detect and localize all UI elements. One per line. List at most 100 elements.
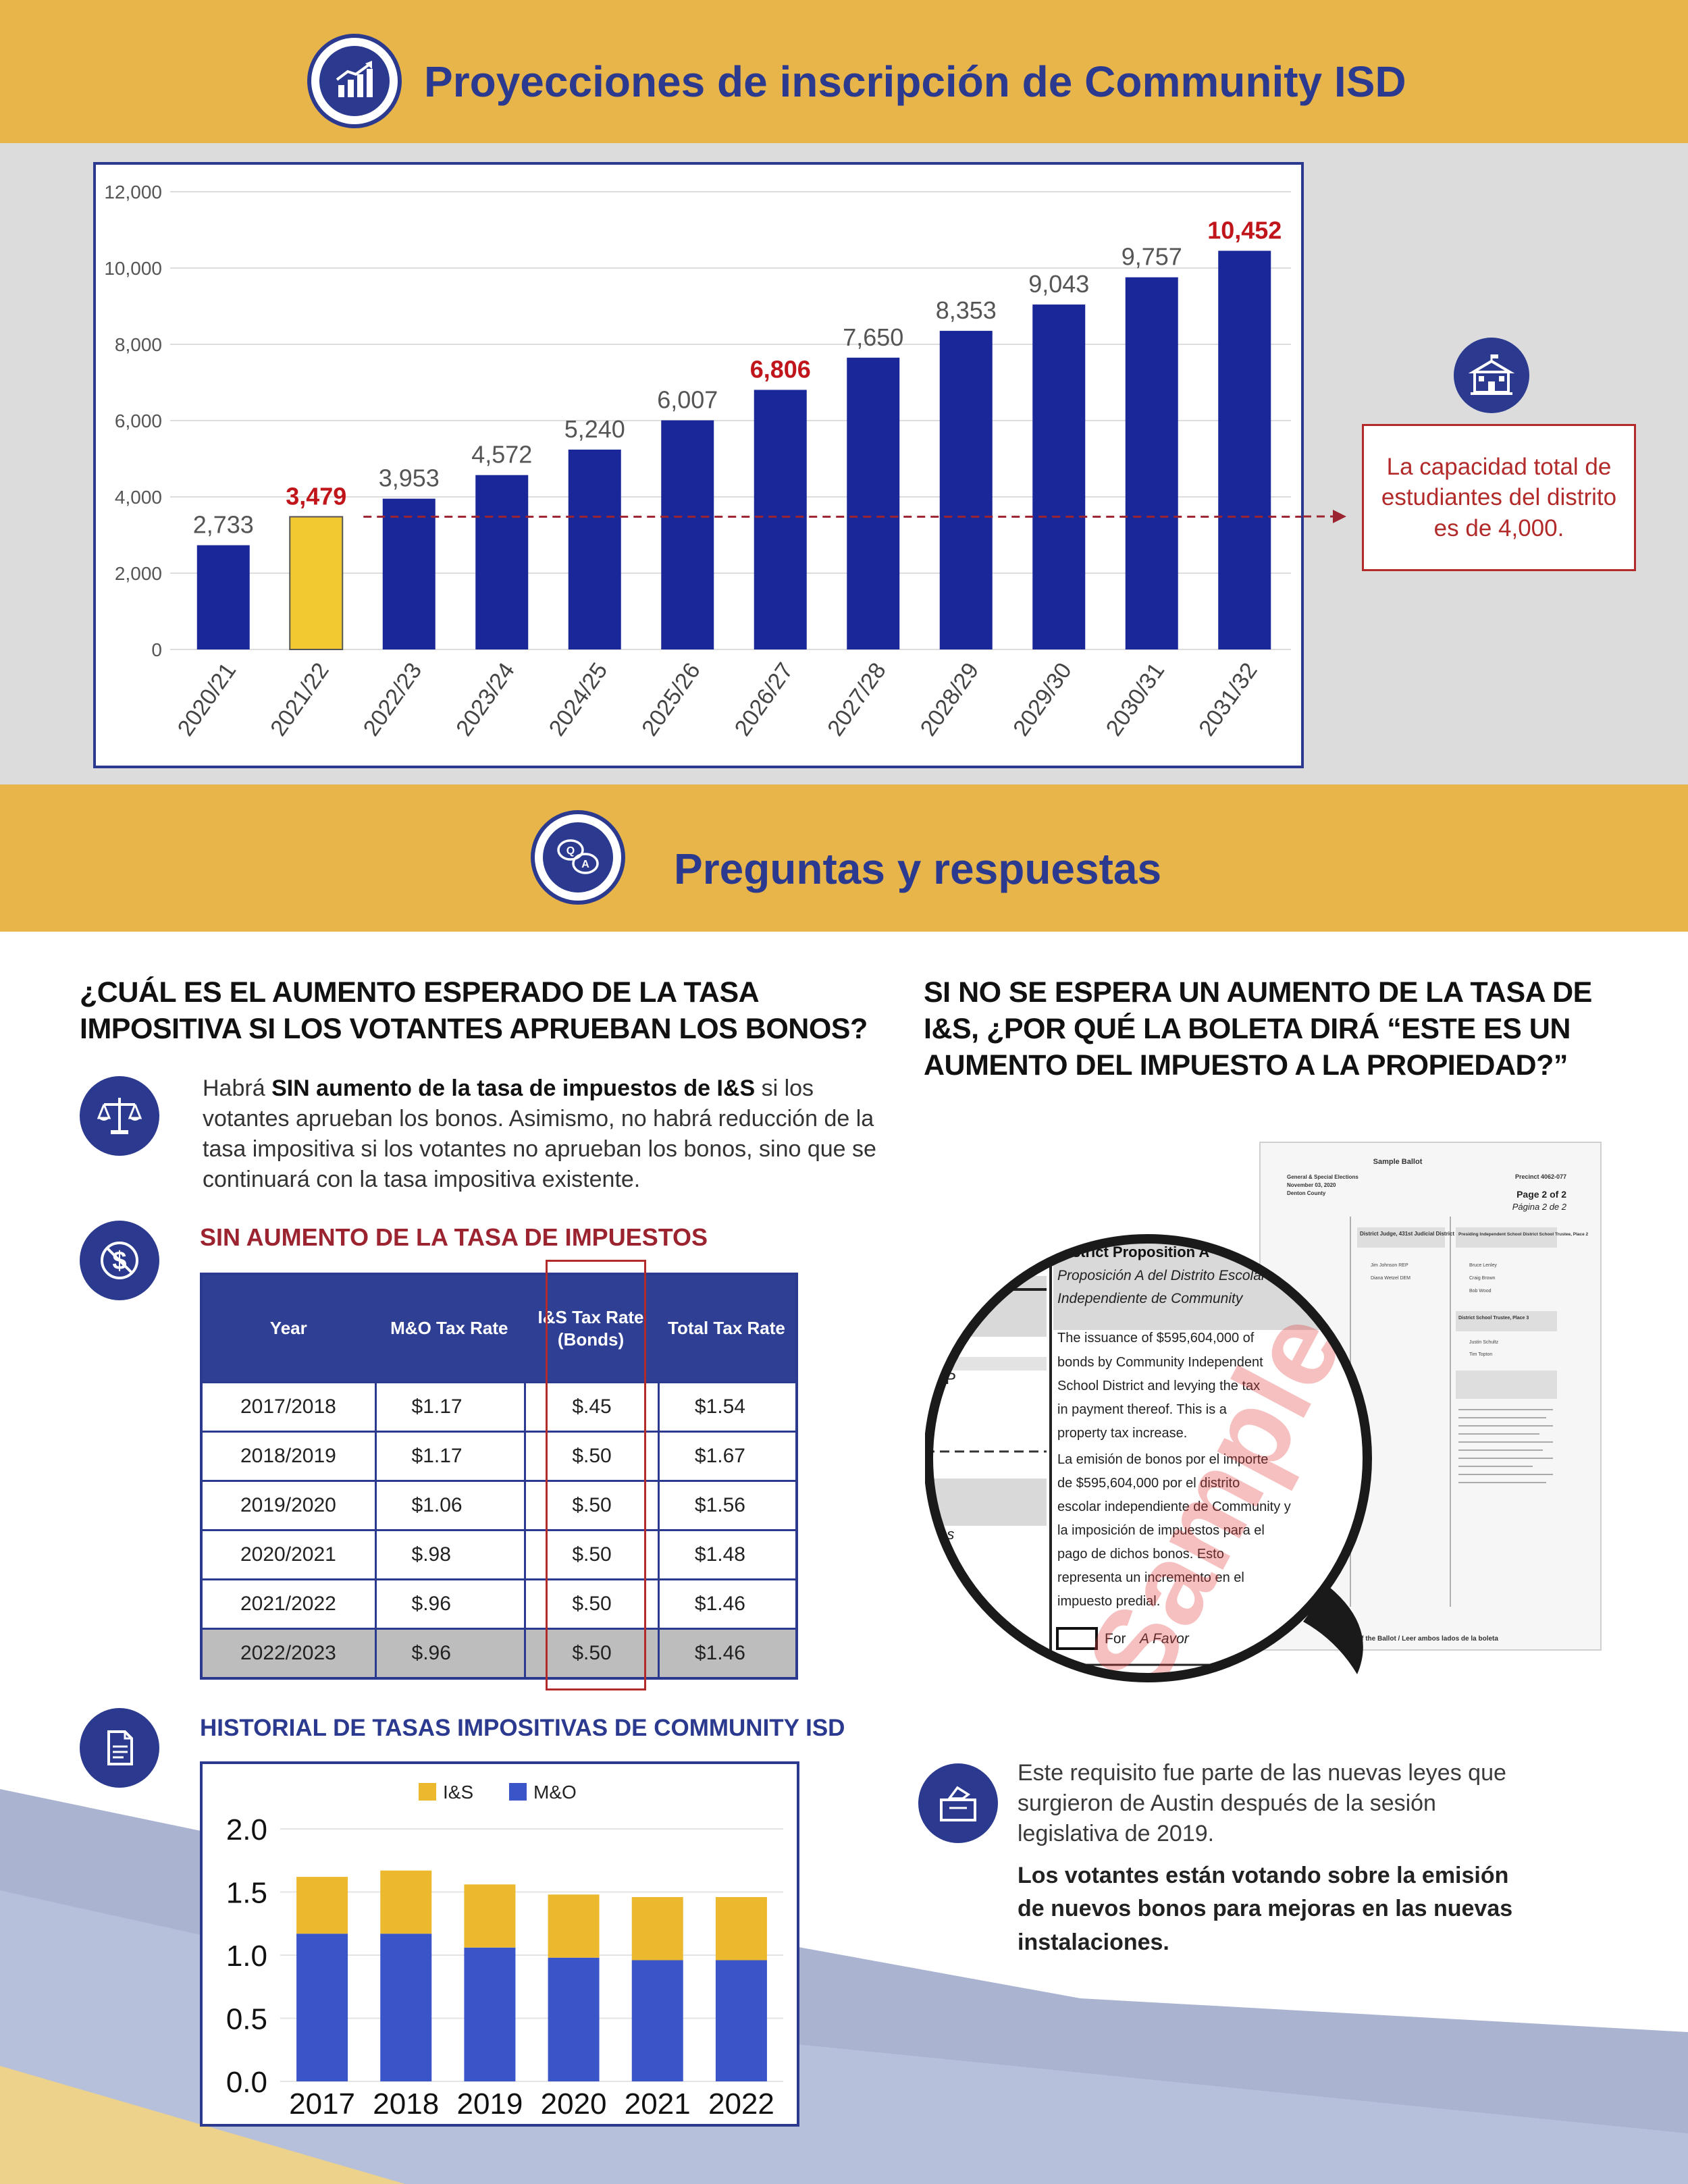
cell-is: $.45 — [524, 1381, 658, 1431]
cell-total: $1.54 — [657, 1381, 795, 1431]
bar-is — [380, 1870, 432, 1934]
svg-text:la imposición de impuestos par: la imposición de impuestos para el — [1057, 1523, 1265, 1538]
cell-is: $.50 — [524, 1431, 658, 1480]
bar-mo — [631, 1960, 683, 2081]
tax-rate-table: Year M&O Tax Rate I&S Tax Rate (Bonds) T… — [200, 1273, 798, 1680]
bar — [754, 390, 807, 649]
bar-mo — [380, 1934, 432, 2081]
svg-text:impuesto predial.: impuesto predial. — [1057, 1594, 1160, 1609]
tax-history-chart-svg: 0.0 0.5 1.0 1.5 2.0 I&S M&O 2017 2018 2019 2020 202… — [226, 1782, 783, 2121]
ballot-page: Page 2 of 2 — [1516, 1189, 1566, 1200]
ballot-box-icon — [918, 1763, 998, 1843]
cell-mo: $1.17 — [374, 1431, 525, 1480]
x-tick-label: 2020/21 — [173, 658, 242, 741]
cell-total: $1.67 — [657, 1431, 795, 1480]
cell-year: 2019/2020 — [203, 1480, 375, 1529]
left-answer-pre: Habrá — [203, 1075, 272, 1101]
cell-is: $.50 — [524, 1578, 658, 1628]
x-tick-label: 2024/25 — [544, 658, 613, 741]
ballot-column-head: District School Trustee, Place 3 — [1458, 1316, 1529, 1321]
svg-text:pago de dichos bonos. Esto: pago de dichos bonos. Esto — [1057, 1547, 1224, 1562]
bar-value-label: 7,650 — [843, 323, 903, 351]
y-tick-label: 4,000 — [115, 487, 162, 508]
ballot-sheet-line: Denton County — [1287, 1190, 1326, 1196]
cell-is: $.50 — [524, 1529, 658, 1578]
right-question: SI NO SE ESPERA UN AUMENTO DE LA TASA DE… — [924, 976, 1592, 1082]
svg-text:property tax increase.: property tax increase. — [1057, 1426, 1187, 1441]
bar-mo — [464, 1947, 516, 2081]
svg-text:representa un incremento en el: representa un incremento en el — [1057, 1570, 1244, 1585]
table-row: 2020/2021 $.98 $.50 $1.48 — [203, 1529, 795, 1578]
bar-is — [548, 1894, 600, 1958]
ballot-precinct: Precinct 4062-077 — [1515, 1173, 1566, 1180]
x-tick-label: 2021 — [625, 2087, 691, 2121]
header-is-rate: I&S Tax Rate (Bonds) — [524, 1275, 658, 1381]
x-tick-label: 2022 — [708, 2087, 774, 2121]
bar — [475, 475, 529, 649]
bar — [1218, 250, 1271, 649]
bar-is — [631, 1896, 683, 1961]
capacity-note: La capacidad total de estudiantes del di… — [1362, 424, 1636, 571]
cell-year: 2017/2018 — [203, 1381, 375, 1431]
cell-is: $.50 — [524, 1480, 658, 1529]
cell-mo: $.96 — [374, 1578, 525, 1628]
qa-title: Preguntas y respuestas — [674, 845, 1162, 893]
bar-is — [296, 1877, 348, 1934]
ballot-name: Diana Wetzel DEM — [1371, 1276, 1410, 1281]
ballot-for: For — [1105, 1631, 1126, 1647]
ballot-note-bold: Los votantes están votando sobre la emis… — [1018, 1863, 1513, 1955]
capacity-arrow — [1303, 510, 1346, 524]
svg-text:Q: Q — [566, 845, 575, 857]
y-tick-label: 12,000 — [104, 182, 162, 203]
ballot-name: Jim Johnson REP — [1371, 1263, 1408, 1268]
legend-swatch-is — [419, 1783, 436, 1801]
svg-text:School District and levying th: School District and levying the tax — [1057, 1379, 1260, 1393]
left-answer-post: si los votantes aprueban los bonos. Asim… — [203, 1075, 876, 1192]
cell-mo: $1.17 — [374, 1381, 525, 1431]
page-title: Proyecciones de inscripción de Community… — [424, 57, 1406, 106]
cell-year: 2021/2022 — [203, 1578, 375, 1628]
bar-value-label: 10,452 — [1207, 216, 1282, 244]
history-title: HISTORIAL DE TASAS IMPOSITIVAS DE COMMUN… — [200, 1715, 845, 1741]
ballot-sheet-title: Sample Ballot — [1373, 1158, 1423, 1166]
school-building-icon — [1454, 338, 1529, 413]
bar-mo — [715, 1960, 767, 2081]
x-tick-label: 2030/31 — [1101, 658, 1170, 741]
x-tick-label: 2026/27 — [730, 658, 799, 741]
svg-text:La emisión de bonos por el imp: La emisión de bonos por el importe — [1057, 1452, 1268, 1467]
ballot-column-head: District Judge, 431st Judicial District — [1360, 1231, 1454, 1237]
x-tick-label: 2022/23 — [359, 658, 427, 741]
cell-total: $1.46 — [657, 1628, 795, 1677]
y-tick-label: 2.0 — [226, 1813, 267, 1846]
bar-value-label: 6,007 — [657, 386, 718, 414]
cell-is: $.50 — [524, 1628, 658, 1677]
x-tick-label: 2023/24 — [451, 658, 520, 741]
x-tick-label: 2027/28 — [822, 658, 891, 741]
x-tick-label: 2025/26 — [637, 658, 706, 741]
bar — [847, 357, 900, 649]
bar — [939, 331, 993, 649]
bar-is — [715, 1896, 767, 1961]
y-tick-label: 8,000 — [115, 334, 162, 355]
no-increase-title: SIN AUMENTO DE LA TASA DE IMPUESTOS — [200, 1223, 708, 1251]
ballot-name: Justin Schultz — [1469, 1340, 1499, 1345]
bar — [196, 545, 250, 649]
svg-text:The issuance of $595,604,000 o: The issuance of $595,604,000 of — [1057, 1331, 1255, 1346]
y-tick-label: 0 — [151, 639, 162, 660]
sample-ballot-image: Sample Ballot General & Special Election… — [924, 1141, 1607, 1735]
ballot-page-es: Página 2 de 2 — [1512, 1202, 1567, 1212]
qa-chat-icon: Q A — [531, 810, 625, 905]
x-tick-label: 2029/30 — [1008, 658, 1077, 741]
cell-mo: $.96 — [374, 1628, 525, 1677]
bar-value-label: 9,757 — [1122, 243, 1182, 271]
ballot-for-es: A Favor — [1138, 1631, 1190, 1647]
x-tick-label: 2021/22 — [265, 658, 334, 741]
bar — [1032, 304, 1086, 649]
cell-mo: $1.06 — [374, 1480, 525, 1529]
x-tick-label: 2019 — [456, 2087, 523, 2121]
y-tick-label: 0.5 — [226, 2003, 267, 2036]
ballot-note: Este requisito fue parte de las nuevas l… — [1018, 1760, 1506, 1847]
ballot-name: Tim Topton — [1469, 1352, 1492, 1357]
bar — [661, 420, 714, 649]
bar — [289, 516, 344, 651]
